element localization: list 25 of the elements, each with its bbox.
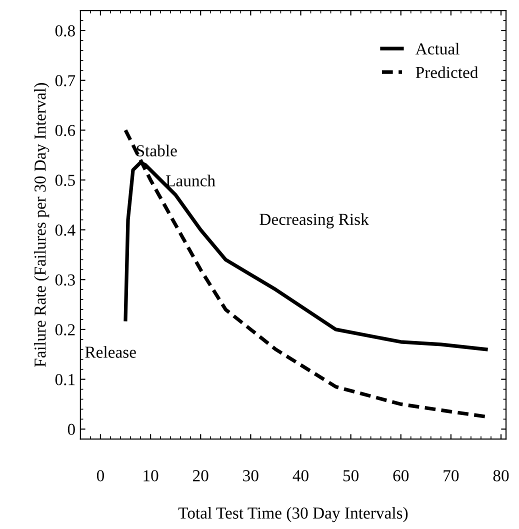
x-tick-label: 70	[444, 470, 459, 482]
x-tick-label: 0	[96, 470, 104, 482]
y-tick-label: 0	[68, 424, 75, 436]
x-tick-label: 50	[343, 470, 359, 482]
annotation: Release	[85, 346, 136, 358]
x-tick-label: 10	[144, 470, 158, 482]
legend-label: Predicted	[416, 66, 478, 78]
y-tick-label: 0.8	[55, 25, 75, 37]
y-tick-label: 0.2	[55, 324, 75, 336]
y-tick-label: 0.4	[55, 224, 76, 236]
x-tick-label: 30	[243, 470, 258, 482]
x-tick-label: 40	[292, 470, 308, 482]
y-axis-title: Failure Rate (Failures per 30 Day Interval)	[34, 83, 50, 367]
y-tick-label: 0.6	[55, 124, 76, 136]
x-tick-label: 80	[493, 470, 509, 482]
y-tick-label: 0.1	[55, 374, 75, 386]
x-tick-label: 60	[393, 470, 409, 482]
x-tick-label: 20	[193, 470, 208, 482]
annotation: Launch	[166, 174, 216, 186]
y-tick-label: 0.5	[55, 174, 75, 186]
legend-label: Actual	[415, 42, 460, 55]
y-tick-label: 0.3	[55, 274, 75, 286]
x-axis-title: Total Test Time (30 Day Intervals)	[178, 506, 408, 522]
y-tick-label: 0.7	[55, 75, 76, 86]
annotation: Decreasing Risk	[260, 213, 369, 228]
